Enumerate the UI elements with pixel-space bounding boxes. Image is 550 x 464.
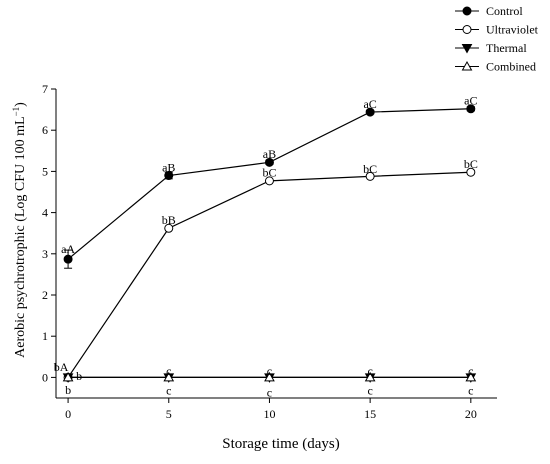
y-tick-label-0: 0 xyxy=(42,370,48,384)
annotation-3: aC xyxy=(363,97,376,111)
data-point-combined-2 xyxy=(264,371,275,382)
plot-series xyxy=(62,104,477,383)
data-point-control-0 xyxy=(63,254,73,264)
annotation-17: c xyxy=(267,386,272,400)
data-point-combined-4 xyxy=(465,371,477,382)
x-tick-label-2: 10 xyxy=(263,407,275,421)
series-line-ultraviolet xyxy=(67,171,471,378)
y-tick-label-5: 5 xyxy=(42,164,48,178)
annotation-6: bB xyxy=(162,213,176,227)
annotation-12: c xyxy=(166,364,171,378)
data-point-control-2 xyxy=(264,157,274,167)
legend-marker-ultraviolet xyxy=(462,25,472,34)
axes: 0 1 2 3 4 5 6 7 0 5 10 15 20 xyxy=(42,82,497,421)
legend: Control Ultraviolet Thermal Combined xyxy=(455,4,539,74)
legend-label-ultraviolet: Ultraviolet xyxy=(486,23,539,37)
annotation-2: aB xyxy=(263,147,276,161)
series-ultraviolet xyxy=(63,167,476,382)
legend-marker-combined xyxy=(461,60,473,71)
x-tick-label-4: 20 xyxy=(465,407,477,421)
annotation-13: c xyxy=(267,364,272,378)
annotation-16: c xyxy=(166,384,171,398)
annotation-4: aC xyxy=(464,94,477,108)
data-point-ultraviolet-2 xyxy=(264,176,274,186)
data-point-control-1 xyxy=(164,171,174,181)
y-tick-label-7: 7 xyxy=(42,82,48,96)
y-axis-label-close: ) xyxy=(13,102,28,107)
legend-label-combined: Combined xyxy=(486,60,536,74)
annotation-9: bC xyxy=(464,157,478,171)
x-axis-label: Storage time (days) xyxy=(222,436,339,452)
series-control xyxy=(63,104,476,269)
legend-label-thermal: Thermal xyxy=(486,41,527,55)
y-axis-label-superscript: −1 xyxy=(11,107,21,117)
data-point-ultraviolet-3 xyxy=(365,171,375,181)
y-tick-label-4: 4 xyxy=(42,206,48,220)
annotation-10: b xyxy=(76,369,82,383)
legend-marker-control xyxy=(462,6,472,16)
series-combined xyxy=(62,371,477,382)
data-point-combined-3 xyxy=(364,371,376,382)
annotation-8: bC xyxy=(363,162,377,176)
y-tick-label-1: 1 xyxy=(42,329,48,343)
data-point-ultraviolet-4 xyxy=(466,167,476,177)
annotation-1: aB xyxy=(162,160,175,174)
annotation-19: c xyxy=(468,384,473,398)
y-tick-label-6: 6 xyxy=(42,123,48,137)
annotation-0: aA xyxy=(61,242,75,256)
legend-marker-thermal xyxy=(461,44,473,54)
y-axis-label: Aerobic psychrotrophic (Log CFU 100 mL−1… xyxy=(11,102,28,358)
annotation-14: c xyxy=(367,364,372,378)
data-point-combined-0 xyxy=(62,371,74,382)
data-point-control-3 xyxy=(365,107,375,117)
annotation-15: c xyxy=(468,364,473,378)
data-point-control-4 xyxy=(466,104,476,114)
y-tick-label-3: 3 xyxy=(42,247,48,261)
x-tick-label-1: 5 xyxy=(166,407,172,421)
annotation-5: bA xyxy=(54,360,69,374)
x-tick-label-0: 0 xyxy=(65,407,71,421)
annotation-11: b xyxy=(65,383,71,397)
annotation-18: c xyxy=(367,384,372,398)
data-point-combined-1 xyxy=(163,371,175,382)
x-tick-label-3: 15 xyxy=(364,407,376,421)
y-axis-label-main: Aerobic psychrotrophic (Log CFU 100 mL xyxy=(13,116,28,357)
annotation-7: bC xyxy=(262,166,276,180)
legend-label-control: Control xyxy=(486,4,523,18)
y-tick-label-2: 2 xyxy=(42,288,48,302)
data-point-ultraviolet-1 xyxy=(164,223,174,233)
